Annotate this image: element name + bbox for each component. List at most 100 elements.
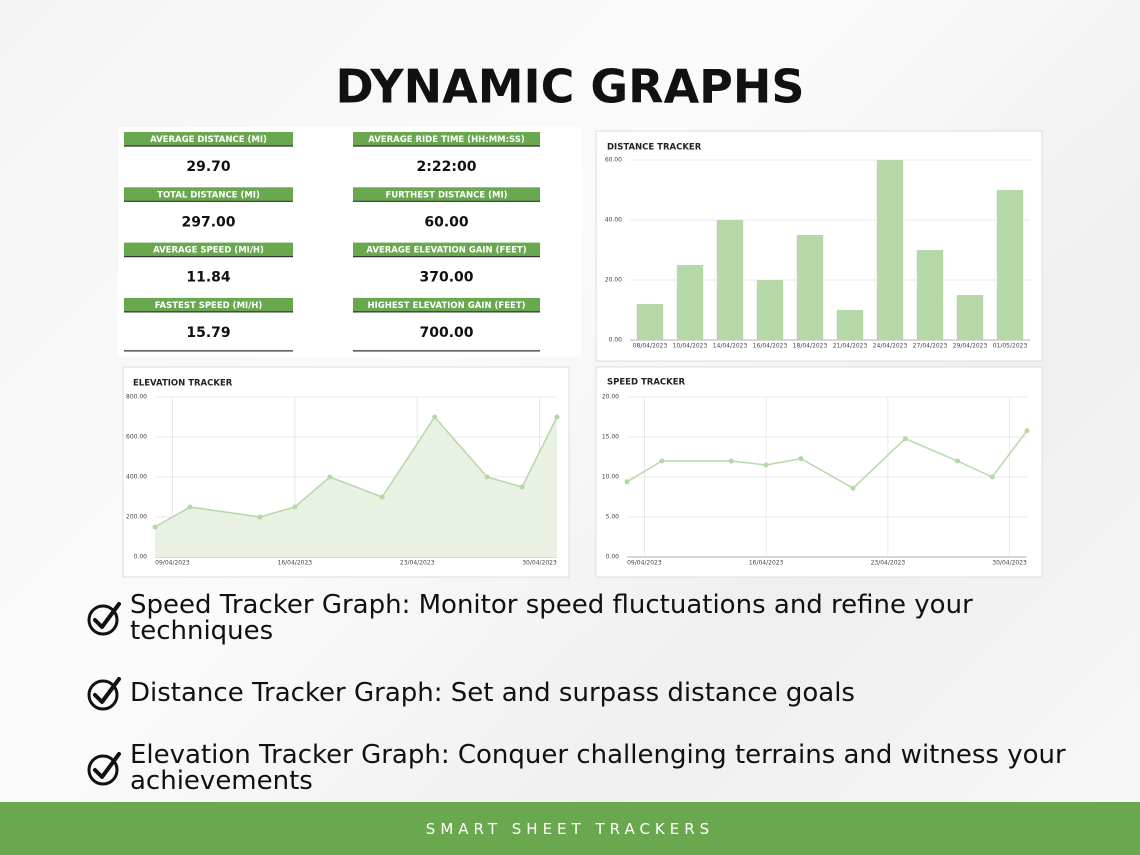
point <box>624 479 630 485</box>
card-label: FASTEST SPEED (MI/H) <box>155 301 263 311</box>
x-tick-label: 10/04/2023 <box>673 343 708 350</box>
y-tick-label: 200.00 <box>126 514 147 521</box>
bullet-list: Speed Tracker Graph: Monitor speed fluct… <box>86 592 1086 824</box>
x-tick-label: 23/04/2023 <box>871 560 906 567</box>
point <box>292 504 298 510</box>
point <box>187 504 193 510</box>
point <box>484 474 490 480</box>
y-tick-label: 60.00 <box>605 157 622 164</box>
chart-title: SPEED TRACKER <box>607 378 686 388</box>
bullet-text: Speed Tracker Graph: Monitor speed fluct… <box>130 590 973 646</box>
card-label-bg <box>124 242 293 257</box>
x-tick-label: 30/04/2023 <box>992 560 1027 567</box>
y-tick-label: 600.00 <box>126 434 147 441</box>
bar <box>876 160 904 340</box>
point <box>519 484 525 490</box>
point <box>1024 428 1030 434</box>
chart-title: ELEVATION TRACKER <box>133 379 233 389</box>
x-tick-label: 16/04/2023 <box>278 560 313 567</box>
bar <box>956 295 984 340</box>
y-tick-label: 5.00 <box>606 514 620 521</box>
x-tick-label: 16/04/2023 <box>749 560 784 567</box>
stats-panel <box>118 127 581 357</box>
check-icon <box>87 602 121 636</box>
y-tick-label: 15.00 <box>602 434 619 441</box>
bar <box>756 280 784 340</box>
y-tick-label: 20.00 <box>602 394 619 401</box>
point <box>850 485 856 491</box>
card-label: AVERAGE DISTANCE (MI) <box>150 135 267 145</box>
x-tick-label: 18/04/2023 <box>793 343 828 350</box>
y-tick-label: 800.00 <box>126 394 147 401</box>
card-value: 60.00 <box>424 214 469 230</box>
point <box>554 414 560 420</box>
card-label-bg <box>124 297 293 312</box>
card-value: 700.00 <box>419 325 473 341</box>
bar <box>916 250 944 340</box>
bullet: Elevation Tracker Graph: Conquer challen… <box>86 742 1086 794</box>
graphic: DYNAMIC GRAPHS AVERAGE DISTANCE (MI) 29.7… <box>118 59 1043 578</box>
bullet-text: Elevation Tracker Graph: Conquer challen… <box>130 740 1066 796</box>
footer: SMART SHEET TRACKERS <box>0 802 1140 855</box>
point <box>728 458 734 464</box>
x-tick-label: 08/04/2023 <box>633 343 668 350</box>
line <box>154 415 558 528</box>
x-tick-label: 24/04/2023 <box>873 343 908 350</box>
line <box>626 430 1028 490</box>
card-value: 29.70 <box>186 159 231 175</box>
card-label: AVERAGE ELEVATION GAIN (FEET) <box>366 246 526 256</box>
point <box>989 474 995 480</box>
x-tick-label: 29/04/2023 <box>953 343 988 350</box>
card-label: TOTAL DISTANCE (MI) <box>157 190 260 200</box>
x-tick-label: 27/04/2023 <box>913 343 948 350</box>
point <box>379 494 385 500</box>
y-tick-label: 0.00 <box>134 554 148 561</box>
point <box>954 458 960 464</box>
card-label-bg <box>124 132 293 146</box>
x-tick-label: 23/04/2023 <box>400 560 435 567</box>
bar <box>796 235 824 340</box>
x-tick-label: 14/04/2023 <box>713 343 748 350</box>
y-tick-label: 0.00 <box>606 554 620 561</box>
card-label-bg <box>124 187 293 202</box>
card-label-bg <box>353 297 540 312</box>
point <box>257 514 263 520</box>
bullet: Speed Tracker Graph: Monitor speed fluct… <box>86 592 1086 644</box>
x-tick-label: 30/04/2023 <box>522 560 557 567</box>
chart-box <box>595 366 1043 578</box>
bar <box>636 304 664 340</box>
point <box>798 456 804 462</box>
card-value: 15.79 <box>186 325 230 341</box>
card-value: 297.00 <box>181 214 235 230</box>
bullet-text: Distance Tracker Graph: Set and surpass … <box>130 678 855 708</box>
footer-text: SMART SHEET TRACKERS <box>425 819 715 838</box>
card-label: AVERAGE SPEED (MI/H) <box>153 246 264 256</box>
x-tick-label: 09/04/2023 <box>155 560 190 567</box>
x-tick-label: 01/05/2023 <box>993 343 1028 350</box>
page-title: DYNAMIC GRAPHS <box>335 60 804 114</box>
card-value: 370.00 <box>419 270 473 286</box>
check-icon <box>87 677 121 711</box>
card-label: FURTHEST DISTANCE (MI) <box>385 190 507 200</box>
point <box>152 524 158 530</box>
card-label: HIGHEST ELEVATION GAIN (FEET) <box>367 301 525 311</box>
y-tick-label: 40.00 <box>605 217 622 224</box>
y-tick-label: 20.00 <box>605 277 622 284</box>
bar <box>716 220 744 340</box>
y-tick-label: 400.00 <box>126 474 147 481</box>
card-value: 11.84 <box>186 270 231 286</box>
card-label-bg <box>353 132 540 146</box>
bar <box>996 190 1024 340</box>
x-tick-label: 09/04/2023 <box>627 560 662 567</box>
point <box>432 414 438 420</box>
bar <box>836 310 864 340</box>
card-label: AVERAGE RIDE TIME (HH:MM:SS) <box>368 135 525 145</box>
point <box>902 436 908 442</box>
x-tick-label: 21/04/2023 <box>833 343 868 350</box>
card-label-bg <box>353 242 540 257</box>
bullet: Distance Tracker Graph: Set and surpass … <box>86 674 1086 712</box>
point <box>327 474 333 480</box>
y-tick-label: 10.00 <box>602 474 619 481</box>
bar <box>676 265 704 340</box>
